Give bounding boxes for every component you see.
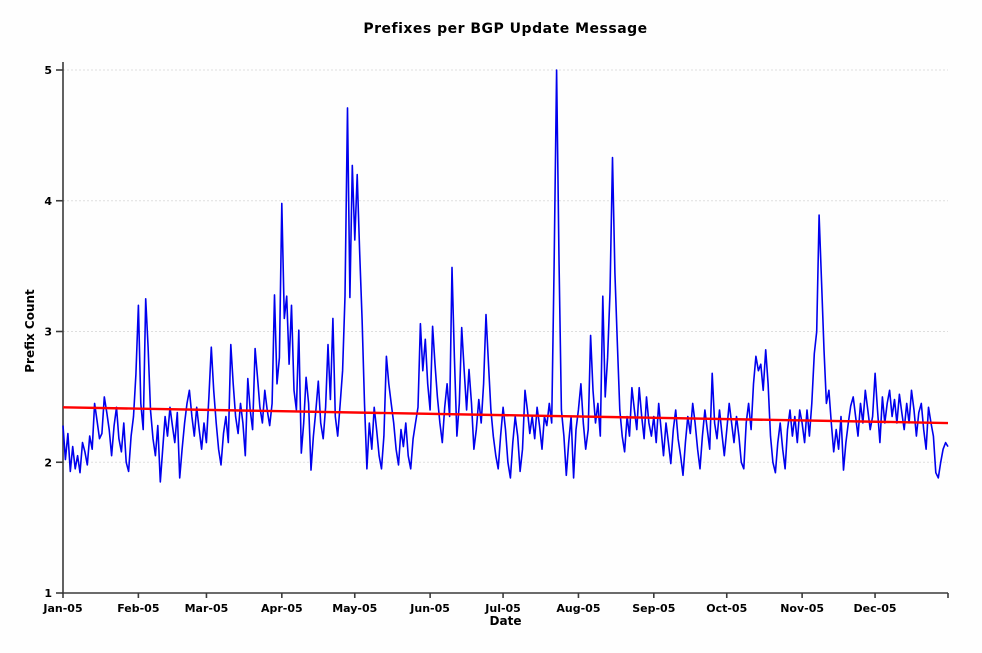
x-tick-label: Nov-05 (780, 602, 824, 615)
trend-line (62, 406, 949, 425)
y-tick-label: 5 (44, 64, 52, 77)
x-tick-label: Feb-05 (117, 602, 159, 615)
x-tick-label: Jun-05 (409, 602, 450, 615)
x-tick-label: Mar-05 (185, 602, 229, 615)
x-tick-label: Sep-05 (632, 602, 675, 615)
x-tick-label: May-05 (332, 602, 377, 615)
x-tick-label: Dec-05 (854, 602, 897, 615)
x-tick-label: Apr-05 (261, 602, 303, 615)
prefix-count-series-line (62, 69, 949, 483)
chart-title: Prefixes per BGP Update Message (363, 21, 648, 37)
x-tick-label: Jul-05 (484, 602, 521, 615)
y-tick-label: 1 (44, 587, 52, 600)
x-tick-label: Oct-05 (706, 602, 747, 615)
x-tick-label: Aug-05 (556, 602, 600, 615)
x-axis-title: Date (489, 614, 522, 628)
y-tick-label: 2 (44, 456, 52, 469)
y-tick-label: 3 (44, 326, 52, 339)
x-tick-label: Jan-05 (42, 602, 82, 615)
y-tick-label: 4 (44, 195, 52, 208)
